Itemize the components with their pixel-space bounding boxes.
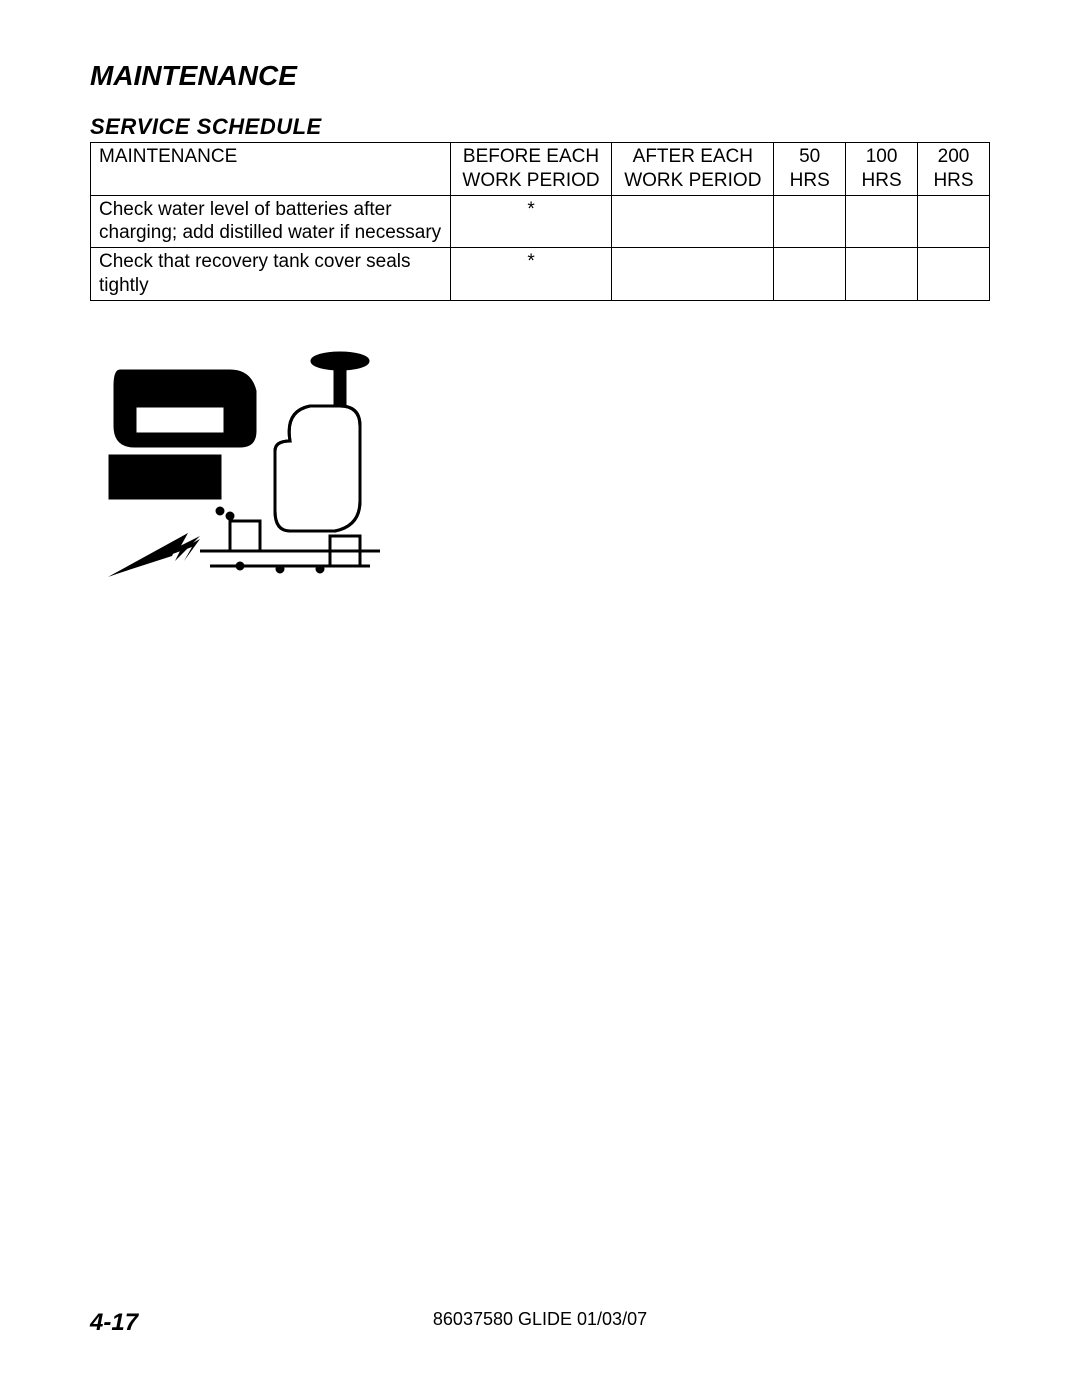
cell-after: [612, 195, 774, 248]
col-100hrs: 100 HRS: [846, 143, 918, 196]
header-text: MAINTENANCE: [99, 146, 237, 167]
header-text: BEFORE EACH: [463, 146, 599, 167]
section-subheading: SERVICE SCHEDULE: [90, 114, 990, 140]
cell-50: [774, 195, 846, 248]
header-text: WORK PERIOD: [462, 170, 599, 191]
table-row: Check water level of batteries after cha…: [91, 195, 990, 248]
page-number: 4-17: [90, 1309, 138, 1337]
header-text: HRS: [862, 170, 902, 191]
cell-100: [846, 195, 918, 248]
cell-100: [846, 248, 918, 301]
document-id: 86037580 GLIDE 01/03/07: [433, 1309, 647, 1330]
col-200hrs: 200 HRS: [918, 143, 990, 196]
header-text: WORK PERIOD: [624, 170, 761, 191]
header-text: AFTER EACH: [633, 146, 753, 167]
cell-50: [774, 248, 846, 301]
page-footer: 4-17 86037580 GLIDE 01/03/07: [90, 1309, 990, 1337]
cell-label: Check that recovery tank cover seals tig…: [91, 248, 451, 301]
cell-before: *: [450, 195, 612, 248]
section-heading: MAINTENANCE: [90, 60, 990, 92]
header-text: 200: [938, 146, 970, 167]
machine-diagram: [80, 351, 460, 611]
table-header-row: MAINTENANCE BEFORE EACH WORK PERIOD AFTE…: [91, 143, 990, 196]
ride-on-scrubber-icon: [80, 351, 460, 611]
col-after: AFTER EACH WORK PERIOD: [612, 143, 774, 196]
col-before: BEFORE EACH WORK PERIOD: [450, 143, 612, 196]
maintenance-table: MAINTENANCE BEFORE EACH WORK PERIOD AFTE…: [90, 142, 990, 301]
col-50hrs: 50 HRS: [774, 143, 846, 196]
header-text: HRS: [790, 170, 830, 191]
cell-before: *: [450, 248, 612, 301]
header-text: 50: [799, 146, 820, 167]
cell-200: [918, 248, 990, 301]
cell-after: [612, 248, 774, 301]
col-maintenance: MAINTENANCE: [91, 143, 451, 196]
header-text: 100: [866, 146, 898, 167]
header-text: HRS: [933, 170, 973, 191]
cell-label: Check water level of batteries after cha…: [91, 195, 451, 248]
cell-200: [918, 195, 990, 248]
page: MAINTENANCE SERVICE SCHEDULE MAINTENANCE…: [0, 0, 1080, 1397]
table-row: Check that recovery tank cover seals tig…: [91, 248, 990, 301]
